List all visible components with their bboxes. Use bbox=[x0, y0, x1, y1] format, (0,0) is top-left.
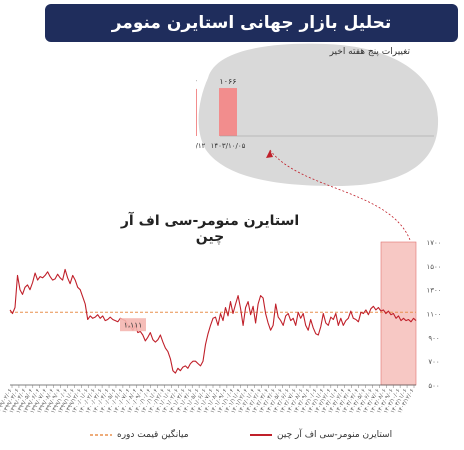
legend-price-swatch bbox=[250, 434, 272, 436]
average-annotation-label: ۱،۱۱۱ bbox=[124, 321, 143, 330]
legend-average-swatch bbox=[90, 434, 112, 436]
y-tick-label: ۱۷۰۰ bbox=[426, 239, 441, 247]
mini-chart-title: تغییرات پنج هفته اخیر bbox=[329, 47, 410, 57]
y-tick-label: ۱۵۰۰ bbox=[426, 263, 441, 271]
mini-bar-value-label: ۱۰۶۶ bbox=[219, 77, 236, 86]
y-tick-label: ۹۰۰ bbox=[428, 334, 439, 342]
average-annotation-box bbox=[120, 318, 146, 332]
mini-bar-category-label: ۱۴۰۳/۱۰/۰۵ bbox=[211, 142, 246, 150]
y-tick-label: ۵۰۰ bbox=[428, 382, 439, 390]
main-line-chart: ۵۰۰۷۰۰۹۰۰۱۱۰۰۱۳۰۰۱۵۰۰۱۷۰۰۱۳۹۹/۰۲/۰۶۱۳۹۹/… bbox=[0, 239, 442, 415]
page-title: تحلیل بازار جهانی استایرن منومر bbox=[111, 13, 392, 33]
mini-bar-category-label: ۱۴۰۳/۱۱/۱۲ bbox=[196, 142, 206, 150]
legend-item-price: استایرن منومر-سی اف آر چین bbox=[250, 430, 392, 440]
legend-item-average: میانگین قیمت دوره bbox=[90, 430, 189, 440]
y-tick-label: ۷۰۰ bbox=[428, 358, 439, 366]
legend-price-label: استایرن منومر-سی اف آر چین bbox=[277, 430, 393, 440]
title-banner: تحلیل بازار جهانی استایرن منومر bbox=[45, 4, 458, 42]
price-line bbox=[9, 268, 417, 374]
mini-bar bbox=[219, 88, 237, 136]
main-chart-title: استایرن منومر-سی اف آر چین bbox=[120, 213, 300, 245]
mini-bar bbox=[196, 88, 197, 136]
y-tick-label: ۱۳۰۰ bbox=[426, 287, 441, 295]
highlight-band bbox=[380, 241, 417, 386]
y-tick-label: ۱۱۰۰ bbox=[426, 311, 441, 319]
summary-bubble bbox=[198, 43, 439, 186]
mini-bar-chart: ۱۰۶۶۱۴۰۳/۱۰/۰۵۱۰۶۳۱۴۰۳/۱۱/۱۲۱۰۶۱۱۴۰۳/۱۱/… bbox=[196, 77, 434, 150]
legend-average-label: میانگین قیمت دوره bbox=[117, 430, 189, 440]
